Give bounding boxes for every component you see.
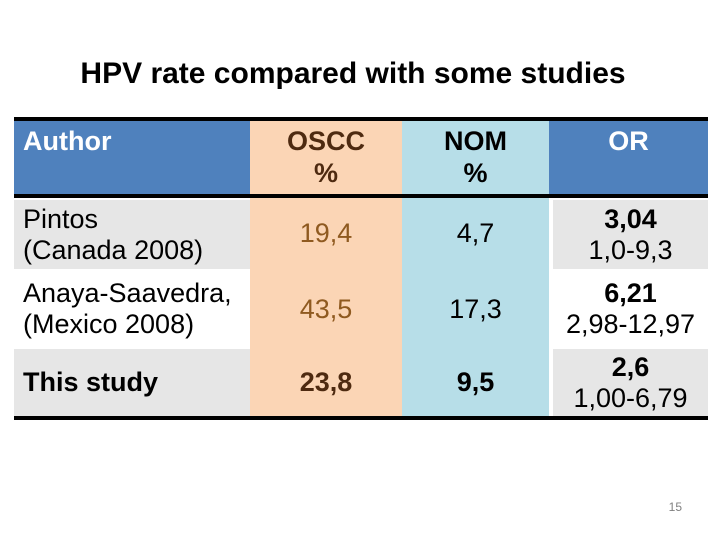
header-oscc-unit: % xyxy=(313,158,338,188)
header-oscc: OSCC % xyxy=(250,121,402,194)
or-value: 3,04 xyxy=(604,203,657,234)
oscc-cell: 19,4 xyxy=(250,198,402,269)
comparison-table: Author OSCC % NOM % OR Pintos (Canada 20… xyxy=(14,117,708,420)
nom-cell: 9,5 xyxy=(402,349,549,416)
author-name: Pintos xyxy=(23,203,99,234)
author-origin: (Mexico 2008) xyxy=(23,309,195,339)
or-cell: 2,6 1,00-6,79 xyxy=(549,349,708,416)
or-range: 2,98-12,97 xyxy=(565,309,696,339)
author-cell: Anaya-Saavedra, (Mexico 2008) xyxy=(14,269,250,349)
or-value: 2,6 xyxy=(611,351,650,382)
author-cell: Pintos (Canada 2008) xyxy=(14,198,250,269)
author-cell: This study xyxy=(14,349,250,416)
oscc-cell: 43,5 xyxy=(250,269,402,349)
or-cell: 6,21 2,98-12,97 xyxy=(549,269,708,349)
nom-cell: 4,7 xyxy=(402,198,549,269)
header-or: OR xyxy=(549,121,708,194)
header-nom-unit: % xyxy=(463,158,488,188)
table-body: Pintos (Canada 2008) 19,4 4,7 3,04 1,0-9… xyxy=(14,198,708,420)
or-range: 1,0-9,3 xyxy=(588,234,673,265)
header-author: Author xyxy=(14,121,250,194)
or-cell: 3,04 1,0-9,3 xyxy=(549,198,708,269)
page-number: 15 xyxy=(668,500,682,514)
nom-cell: 17,3 xyxy=(402,269,549,349)
or-range: 1,00-6,79 xyxy=(573,382,688,413)
header-nom: NOM % xyxy=(402,121,549,194)
author-name: Anaya-Saavedra, xyxy=(23,278,232,308)
table-header-row: Author OSCC % NOM % OR xyxy=(14,117,708,198)
slide-title: HPV rate compared with some studies xyxy=(80,57,626,90)
or-value: 6,21 xyxy=(604,278,657,308)
author-origin: (Canada 2008) xyxy=(23,234,204,265)
oscc-cell: 23,8 xyxy=(250,349,402,416)
header-nom-label: NOM xyxy=(444,126,507,156)
author-name: This study xyxy=(23,367,159,397)
header-oscc-label: OSCC xyxy=(286,126,365,156)
